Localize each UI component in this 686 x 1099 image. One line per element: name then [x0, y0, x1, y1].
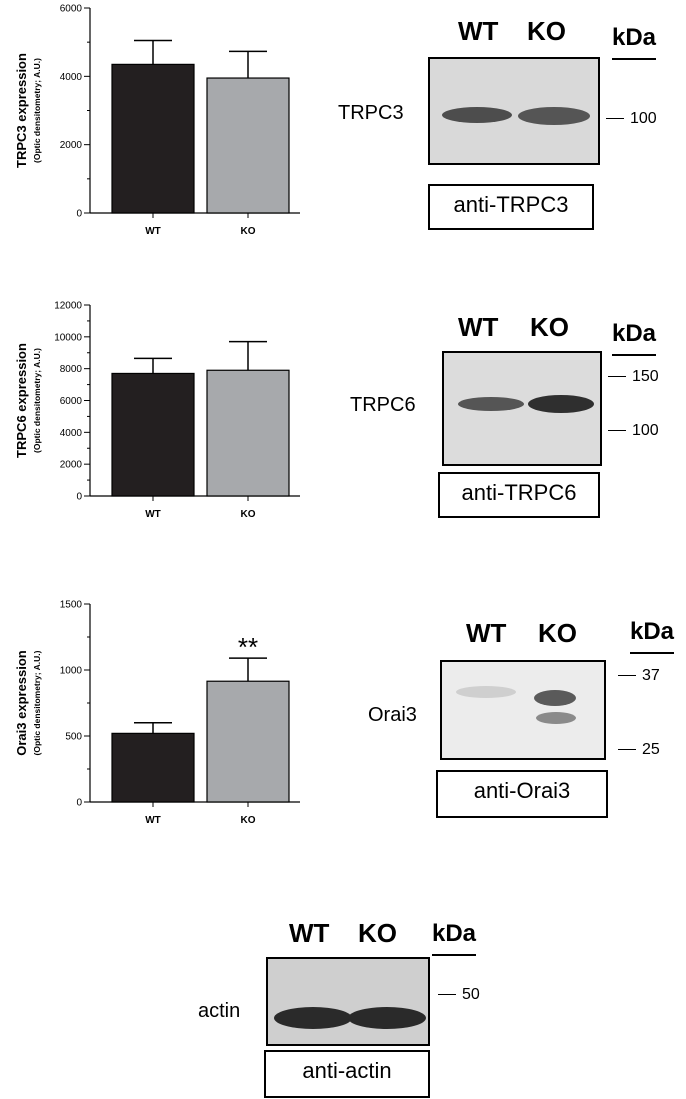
- blot-lane-header-wt: WT: [289, 918, 330, 948]
- mw-marker: 37: [618, 667, 660, 685]
- mw-marker: 50: [438, 986, 480, 1004]
- y-axis-label: Orai3 expression: [14, 650, 29, 756]
- x-tick-label: KO: [241, 226, 256, 237]
- blot-band: [458, 397, 524, 411]
- y-tick-label: 4000: [60, 72, 83, 83]
- x-tick-label: WT: [145, 226, 161, 237]
- kda-label: kDa: [612, 24, 657, 60]
- trpc3-western-blot: WT KO kDa TRPC3 100 anti-TRPC3: [0, 0, 686, 250]
- blot-lane-header-wt: WT: [458, 16, 499, 46]
- y-tick-label: 6000: [60, 4, 83, 15]
- blot-band: [534, 690, 576, 706]
- y-axis-sublabel: (Optic densitometry; A.U.): [32, 58, 42, 163]
- blot-lane-header-ko: KO: [538, 618, 577, 648]
- blot-band: [348, 1007, 426, 1029]
- orai3-bar-chart: 0 500 1000 1500 Orai3 expression (Optic densi…: [14, 600, 300, 826]
- y-tick-label: 0: [76, 209, 82, 220]
- mw-marker: 150: [608, 368, 659, 386]
- blot-image: [440, 660, 606, 760]
- antibody-label: anti-TRPC6: [438, 472, 600, 518]
- y-tick-label: 12000: [54, 301, 82, 312]
- trpc6-western-blot: WT KO kDa TRPC6 150 100 anti-TRPC6: [0, 0, 686, 530]
- blot-band: [442, 107, 512, 123]
- x-tick-label: WT: [145, 509, 161, 520]
- blot-lane-header-wt: WT: [458, 312, 499, 342]
- bar-ko: [206, 369, 290, 497]
- mw-marker: 100: [608, 422, 659, 440]
- y-tick-label: 1000: [60, 666, 83, 677]
- y-tick-label: 4000: [60, 428, 83, 439]
- bar-wt: [111, 732, 195, 803]
- protein-label: Orai3: [368, 704, 417, 726]
- significance-annotation: **: [238, 632, 258, 662]
- y-axis-label: TRPC6 expression: [14, 343, 29, 458]
- bar-wt: [111, 63, 195, 214]
- blot-band: [536, 712, 576, 724]
- y-tick-label: 10000: [54, 332, 82, 343]
- blot-lane-header-wt: WT: [466, 618, 507, 648]
- y-axis-sublabel: (Optic densitometry; A.U.): [32, 348, 42, 453]
- y-tick-label: 0: [76, 798, 82, 809]
- x-tick-label: WT: [145, 815, 161, 826]
- blot-lane-header-ko: KO: [527, 16, 566, 46]
- kda-label: kDa: [432, 920, 477, 956]
- x-tick-label: KO: [241, 815, 256, 826]
- y-axis-label: TRPC3 expression: [14, 53, 29, 168]
- y-tick-label: 0: [76, 492, 82, 503]
- antibody-label: anti-actin: [264, 1050, 430, 1098]
- antibody-label: anti-TRPC3: [428, 184, 594, 230]
- blot-band: [528, 395, 594, 413]
- bar-ko: [206, 680, 290, 803]
- blot-lane-header-ko: KO: [358, 918, 397, 948]
- y-tick-label: 8000: [60, 364, 83, 375]
- protein-label: TRPC6: [350, 394, 416, 416]
- blot-band: [456, 686, 516, 698]
- y-tick-label: 1500: [60, 600, 83, 611]
- blot-image: [442, 351, 602, 466]
- orai3-western-blot: WT KO kDa Orai3 37 25 anti-Orai3: [0, 0, 686, 830]
- y-tick-label: 2000: [60, 460, 83, 471]
- blot-band: [274, 1007, 352, 1029]
- protein-label: actin: [198, 1000, 241, 1022]
- mw-marker: 100: [606, 110, 657, 128]
- y-tick-label: 500: [65, 732, 82, 743]
- blot-band: [518, 107, 590, 125]
- blot-image: [266, 957, 430, 1046]
- x-tick-label: KO: [241, 509, 256, 520]
- kda-label: kDa: [630, 618, 675, 654]
- bar-wt: [111, 372, 195, 497]
- antibody-label: anti-Orai3: [436, 770, 608, 818]
- y-axis-sublabel: (Optic densitometry; A.U.): [32, 650, 42, 755]
- trpc6-bar-chart: 0 2000 4000 6000 8000 10000 12000 TRPC6 express…: [14, 301, 300, 520]
- blot-image: [428, 57, 600, 165]
- y-tick-label: 2000: [60, 140, 83, 151]
- trpc3-bar-chart: 0 2000 4000 6000 TRPC3 expression (Optic dens…: [14, 4, 300, 237]
- y-tick-label: 6000: [60, 396, 83, 407]
- kda-label: kDa: [612, 320, 657, 356]
- blot-lane-header-ko: KO: [530, 312, 569, 342]
- mw-marker: 25: [618, 741, 660, 759]
- protein-label: TRPC3: [338, 102, 404, 124]
